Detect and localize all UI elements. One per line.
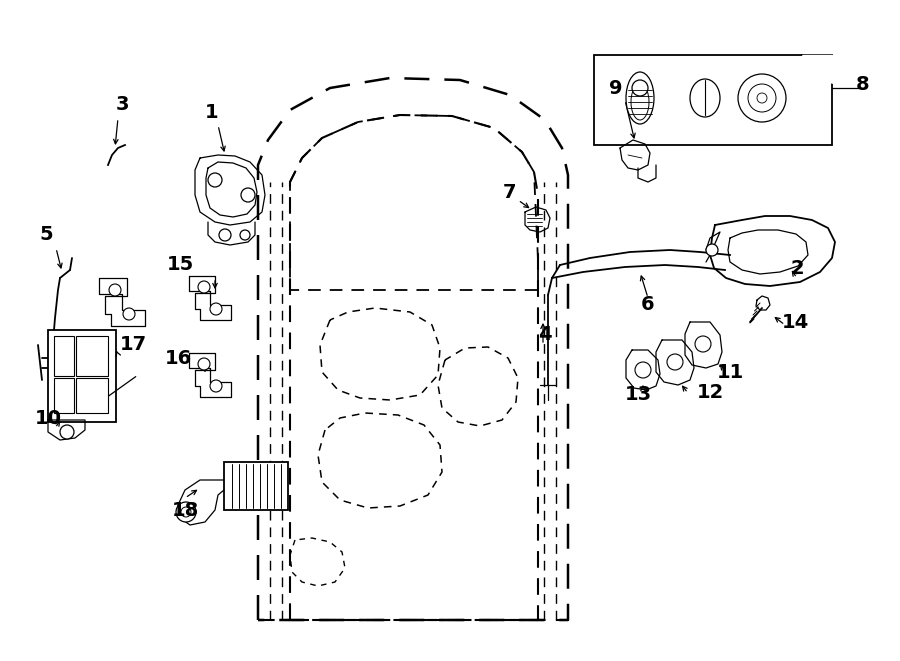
Text: 12: 12 [697,383,724,403]
Circle shape [241,188,255,202]
Ellipse shape [631,84,649,120]
Circle shape [208,173,222,187]
Circle shape [757,93,767,103]
Text: 6: 6 [641,295,655,315]
Circle shape [748,84,776,112]
Circle shape [109,284,121,296]
Bar [48,330,116,422]
Text: 8: 8 [856,75,869,95]
Bar [76,336,108,376]
Bar [54,378,74,413]
Text: 7: 7 [503,182,517,202]
Bar [224,462,288,510]
Text: 13: 13 [625,385,652,405]
Text: 18: 18 [171,500,199,520]
Circle shape [123,308,135,320]
Circle shape [60,425,74,439]
Polygon shape [802,55,832,83]
Circle shape [198,358,210,370]
Circle shape [219,229,231,241]
Circle shape [176,502,196,522]
Circle shape [632,80,648,96]
Bar [54,336,74,376]
Text: 15: 15 [166,256,194,274]
Circle shape [706,244,718,256]
Circle shape [738,74,786,122]
Text: 16: 16 [165,348,192,368]
Text: 2: 2 [790,258,804,278]
Bar [76,378,108,413]
Text: 17: 17 [120,336,147,354]
Ellipse shape [626,72,654,124]
Text: 11: 11 [716,362,743,381]
Text: 10: 10 [34,408,61,428]
Text: 5: 5 [40,225,53,245]
Text: 9: 9 [609,79,623,98]
Circle shape [210,380,222,392]
Circle shape [695,336,711,352]
Circle shape [240,230,250,240]
Circle shape [667,354,683,370]
Text: 1: 1 [205,102,219,122]
Text: 3: 3 [115,95,129,114]
Bar [594,55,832,145]
Circle shape [635,362,651,378]
Circle shape [210,303,222,315]
Circle shape [181,507,191,517]
Circle shape [198,281,210,293]
Text: 4: 4 [538,325,552,344]
Text: 14: 14 [781,313,808,332]
Ellipse shape [690,79,720,117]
